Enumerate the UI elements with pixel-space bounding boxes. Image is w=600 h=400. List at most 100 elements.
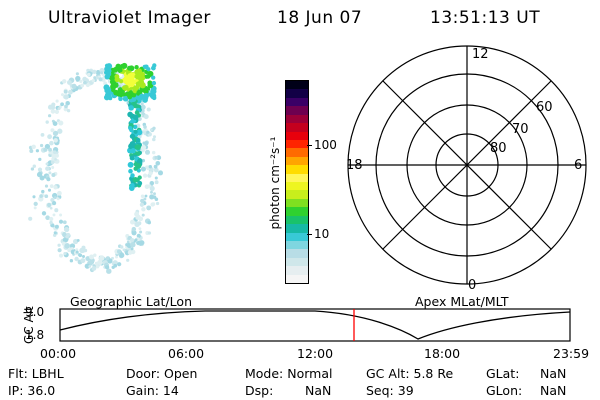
colorbar-band [286,241,308,250]
emission-pixel [48,147,52,152]
emission-pixel [121,85,127,91]
emission-pixel [50,128,55,133]
emission-pixel [152,126,156,130]
emission-pixel [133,129,138,134]
emission-pixel [80,258,86,264]
emission-pixel [28,216,33,221]
emission-pixel [33,206,37,210]
emission-pixel [125,243,129,247]
colorbar-band [286,257,308,267]
emission-pixel [134,211,140,217]
emission-pixel [121,62,128,69]
mlat-label-60: 60 [536,100,553,115]
emission-pixel [31,144,36,150]
colorbar-band [286,215,308,225]
emission-pixel [139,75,146,81]
emission-pixel [58,219,64,224]
colorbar-band [286,89,308,98]
emission-pixel [148,170,153,176]
dsp-value: NaN [305,383,332,398]
emission-pixel [80,83,85,88]
timeline-x-tick: 23:59 [553,346,590,361]
colorbar-unit-label: photon cm⁻²s⁻¹ [268,136,282,230]
emission-pixel [66,232,71,237]
emission-pixel [63,251,67,256]
emission-pixel [52,130,59,137]
gain-info: Gain: 14 [126,383,179,398]
glat-value: NaN [540,366,567,381]
emission-pixel [140,166,146,172]
emission-pixel [137,180,143,186]
emission-pixel [111,87,116,93]
colorbar [285,80,309,284]
emission-pixel [138,216,144,222]
emission-pixel [50,105,56,110]
emission-pixel [130,247,134,251]
emission-pixel [39,175,45,181]
emission-pixel [113,263,118,268]
emission-pixel [127,111,133,118]
emission-pixel [60,102,64,107]
emission-pixel [153,192,156,196]
emission-pixel [127,65,132,71]
emission-pixel [51,166,55,169]
emission-pixel [82,255,85,258]
emission-pixel [47,134,53,140]
emission-pixel [41,189,45,194]
emission-pixel [144,194,148,198]
emission-pixel [32,164,37,168]
emission-pixel [83,80,87,85]
emission-pixel [157,170,164,176]
emission-pixel [128,90,134,95]
emission-pixel [134,65,139,70]
mlt-label-18: 18 [346,158,363,173]
door-info: Door: Open [126,366,198,381]
emission-pixel [53,185,58,190]
emission-pixel [140,194,145,199]
emission-pixel [146,205,152,211]
emission-pixel [46,177,51,182]
emission-pixel [45,166,50,171]
timeline-x-tick: 06:00 [168,346,205,361]
emission-pixel [44,184,49,188]
colorbar-band [286,198,308,208]
emission-pixel [85,82,90,88]
emission-pixel [152,135,157,139]
emission-pixel [149,180,155,186]
mlt-label-6: 6 [574,158,582,173]
timeline-x-tick: 00:00 [40,346,77,361]
emission-pixel [129,140,136,147]
emission-pixel [116,249,122,254]
emission-pixel [79,79,83,83]
emission-pixel [127,73,133,79]
emission-pixel [53,231,57,235]
emission-pixel [128,105,134,111]
emission-pixel [45,120,49,124]
emission-pixel [130,241,136,248]
emission-pixel [146,130,150,134]
emission-pixel [75,75,81,82]
emission-pixel [119,245,124,249]
emission-pixel [112,67,119,73]
mlat-label-70: 70 [512,122,529,137]
emission-pixel [89,254,94,260]
emission-pixel [147,184,152,188]
emission-pixel [43,147,48,152]
emission-pixel [110,83,117,90]
emission-pixel [51,152,57,159]
emission-pixel [130,219,135,225]
polar-diagonal [382,80,552,250]
emission-pixel [53,196,57,200]
emission-pixel [51,172,56,178]
emission-pixel [50,197,55,203]
emission-pixel [134,73,141,80]
emission-pixel [153,164,158,169]
emission-pixel [118,68,123,73]
emission-pixel [138,227,142,231]
emission-pixel [44,194,49,199]
emission-pixel [136,233,141,239]
emission-pixel [132,114,139,121]
instrument-title: Ultraviolet Imager [48,8,211,28]
dsp-key: Dsp: [245,383,274,398]
emission-pixel [135,137,141,143]
